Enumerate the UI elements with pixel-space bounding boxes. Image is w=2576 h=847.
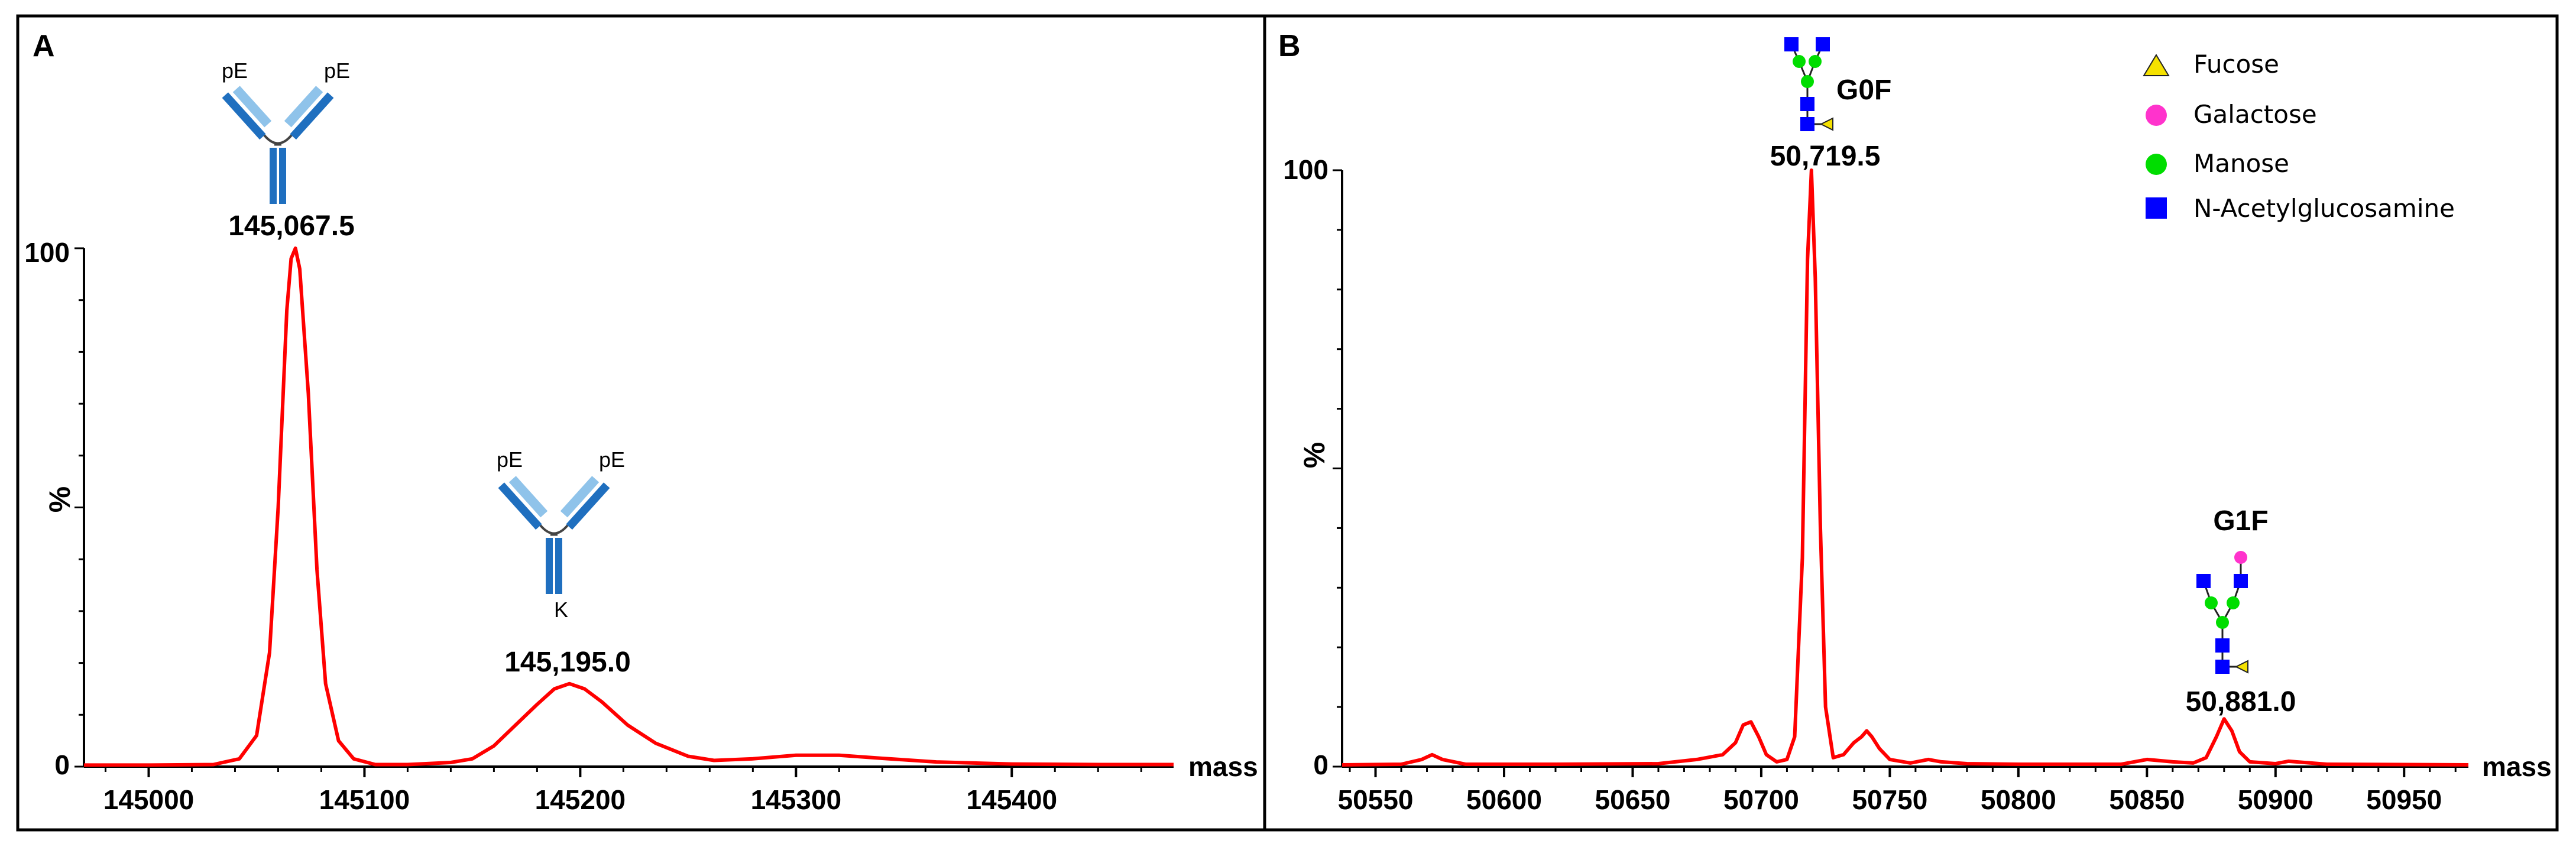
panel-a-frame <box>16 14 1266 832</box>
antibody-annotation: pE <box>324 59 350 83</box>
peak-label-a1: 145,067.5 <box>228 210 355 242</box>
galactose-legend-icon <box>2146 105 2167 126</box>
series-line-b <box>1342 168 2469 767</box>
legend-label: Galactose <box>2193 100 2317 129</box>
glycan-g1f-icon <box>2196 551 2248 674</box>
antibody-icon <box>498 476 610 594</box>
manose-legend-icon <box>2146 154 2167 175</box>
y-tick-label-a-100: 100 <box>24 237 70 268</box>
x-tick-label-a: 145400 <box>967 784 1058 815</box>
legend-label: Manose <box>2193 149 2289 178</box>
antibody-icon <box>222 86 334 204</box>
antibody-annotation: pE <box>497 447 523 472</box>
x-tick-label-a: 145100 <box>319 784 410 815</box>
x-tick-label-b: 50650 <box>1595 784 1671 815</box>
glycan-label-g0f: G0F <box>1836 74 1891 106</box>
x-tick-label-a: 145000 <box>103 784 195 815</box>
x-tick-label-b: 50700 <box>1723 784 1799 815</box>
glycan-label-g1f: G1F <box>2213 505 2268 537</box>
panel-b: 50550 50600 50650 50700 50750 50800 50850 50900… <box>1283 37 2552 815</box>
peak-label-b1: 50,719.5 <box>1770 141 1881 172</box>
legend: Fucose Galactose Manose N-Acetylglucosam… <box>2143 50 2455 223</box>
peak-label-a2: 145,195.0 <box>504 647 631 678</box>
x-tick-label-b: 50850 <box>2109 784 2185 815</box>
x-tick-label-a: 145200 <box>535 784 626 815</box>
antibody-annotation: K <box>554 598 568 622</box>
x-tick-label-b: 50800 <box>1981 784 2056 815</box>
x-axis-label-b: mass <box>2482 751 2552 782</box>
y-tick-label-b-100: 100 <box>1283 154 1328 185</box>
y-tick-label-a-0: 0 <box>54 749 70 780</box>
y-axis-label-a: % <box>43 486 76 512</box>
antibody-annotation: pE <box>222 59 248 83</box>
x-axis-label-a: mass <box>1188 751 1258 782</box>
panel-b-label: B <box>1278 29 1301 63</box>
x-tick-label-a: 145300 <box>751 784 842 815</box>
x-tick-label-b: 50550 <box>1338 784 1414 815</box>
y-tick-label-b-0: 0 <box>1313 749 1328 780</box>
legend-label: N-Acetylglucosamine <box>2193 194 2455 223</box>
y-axis-label-b: % <box>1298 442 1331 468</box>
n-acetylglucosamine-legend-icon <box>2146 197 2167 219</box>
antibody-annotation: pE <box>599 447 625 472</box>
x-tick-label-b: 50950 <box>2366 784 2442 815</box>
panel-a-label: A <box>33 29 55 63</box>
peak-label-b2: 50,881.0 <box>2186 686 2296 718</box>
series-line-a <box>84 246 1174 767</box>
legend-label: Fucose <box>2193 50 2279 79</box>
panel-a: 145000 145100 145200 145300 145400 100 0 % m… <box>24 59 1258 815</box>
x-tick-label-b: 50750 <box>1852 784 1927 815</box>
fucose-legend-icon <box>2143 54 2170 76</box>
x-tick-label-b: 50600 <box>1466 784 1542 815</box>
x-tick-label-b: 50900 <box>2238 784 2313 815</box>
panel-b-frame <box>1263 14 2559 832</box>
glycan-g0f-icon <box>1784 37 1833 131</box>
